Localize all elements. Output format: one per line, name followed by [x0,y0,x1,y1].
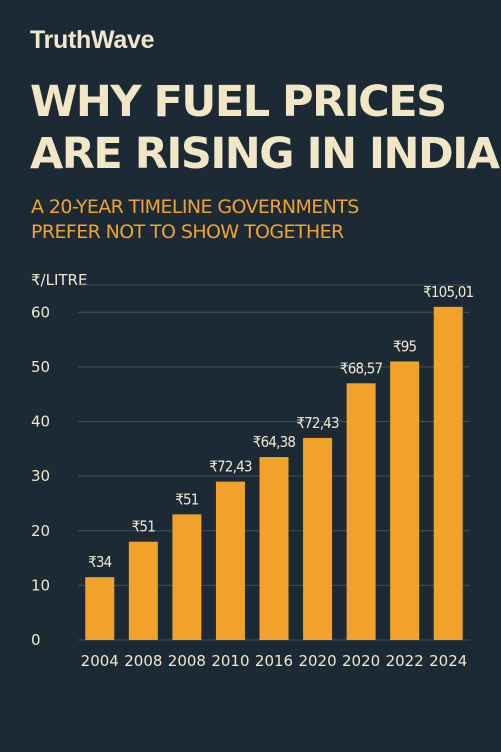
title-line-1: WHY FUEL PRICES [30,77,447,127]
data-label: ₹64,38 [253,433,296,451]
data-label: ₹34 [88,553,112,571]
bar [390,361,420,640]
data-label: ₹95 [393,337,417,355]
x-tick-label: 2020 [342,652,380,670]
data-label: ₹72,43 [296,414,339,432]
data-label: ₹68,57 [340,359,383,377]
bar [346,383,376,640]
bar [433,306,463,640]
bar [128,541,158,640]
y-tick-label: 40 [31,413,50,431]
x-tick-label: 2008 [168,652,206,670]
y-tick-label: 20 [31,522,50,540]
y-tick-label: 0 [31,631,41,649]
chart-title: WHY FUEL PRICES ARE RISING IN INDIA [30,76,500,180]
y-tick-label: 60 [31,303,50,321]
subtitle-line-1: A 20-YEAR TIMELINE GOVERNMENTS [31,196,359,218]
y-tick-label: 10 [31,576,50,594]
subtitle-line-2: PREFER NOT TO SHOW TOGETHER [31,221,344,243]
y-tick-label: 30 [31,467,50,485]
bar [172,514,202,640]
data-label: ₹105,01 [423,283,473,301]
x-tick-label: 2008 [124,652,162,670]
title-line-2: ARE RISING IN INDIA [30,129,500,179]
x-tick-label: 2016 [255,652,293,670]
x-tick-label: 2004 [81,652,119,670]
x-tick-label: 2020 [298,652,336,670]
bar [215,481,245,640]
data-label: ₹51 [175,490,199,508]
x-tick-label: 2024 [429,652,467,670]
x-tick-label: 2022 [386,652,424,670]
bar [85,577,115,640]
chart-subtitle: A 20-YEAR TIMELINE GOVERNMENTS PREFER NO… [31,195,481,245]
bar [303,437,333,640]
brand-logo: TruthWave [30,26,155,54]
data-label: ₹72,43 [209,458,252,476]
y-tick-label: 50 [31,358,50,376]
data-label: ₹51 [132,518,156,536]
y-axis-label: ₹/LITRE [31,271,88,289]
x-tick-label: 2010 [211,652,249,670]
bar [259,457,289,640]
